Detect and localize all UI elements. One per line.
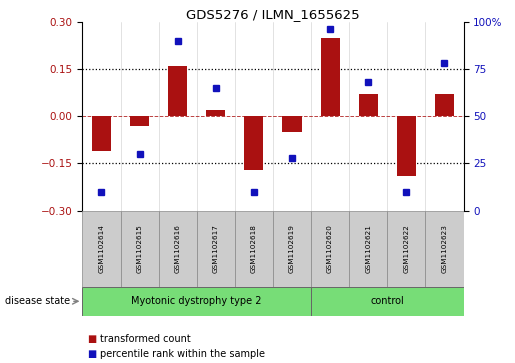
Text: GSM1102621: GSM1102621 bbox=[365, 224, 371, 273]
Bar bbox=[387, 211, 425, 287]
Text: percentile rank within the sample: percentile rank within the sample bbox=[100, 349, 265, 359]
Text: GSM1102618: GSM1102618 bbox=[251, 224, 257, 273]
Text: GSM1102616: GSM1102616 bbox=[175, 224, 181, 273]
Bar bbox=[130, 116, 149, 126]
Bar bbox=[397, 116, 416, 176]
Bar bbox=[245, 116, 263, 170]
Text: GSM1102619: GSM1102619 bbox=[289, 224, 295, 273]
Bar bbox=[273, 211, 311, 287]
Bar bbox=[283, 116, 302, 132]
Text: Myotonic dystrophy type 2: Myotonic dystrophy type 2 bbox=[131, 296, 262, 306]
Title: GDS5276 / ILMN_1655625: GDS5276 / ILMN_1655625 bbox=[186, 8, 360, 21]
Bar bbox=[159, 211, 197, 287]
Text: GSM1102614: GSM1102614 bbox=[98, 224, 105, 273]
Text: ■: ■ bbox=[88, 334, 97, 344]
Text: control: control bbox=[370, 296, 404, 306]
Text: GSM1102620: GSM1102620 bbox=[327, 224, 333, 273]
Bar bbox=[197, 211, 235, 287]
Bar bbox=[207, 110, 226, 116]
Bar bbox=[425, 211, 464, 287]
Bar bbox=[92, 116, 111, 151]
Bar bbox=[235, 211, 273, 287]
Bar bbox=[359, 94, 378, 116]
Text: GSM1102622: GSM1102622 bbox=[403, 224, 409, 273]
Text: transformed count: transformed count bbox=[100, 334, 191, 344]
Bar bbox=[321, 37, 340, 116]
Bar bbox=[168, 66, 187, 116]
Bar bbox=[311, 287, 464, 316]
Bar bbox=[82, 211, 121, 287]
Bar bbox=[349, 211, 387, 287]
Text: GSM1102617: GSM1102617 bbox=[213, 224, 219, 273]
Text: ■: ■ bbox=[88, 349, 97, 359]
Bar bbox=[82, 287, 311, 316]
Bar bbox=[435, 94, 454, 116]
Bar bbox=[121, 211, 159, 287]
Text: GSM1102615: GSM1102615 bbox=[136, 224, 143, 273]
Text: GSM1102623: GSM1102623 bbox=[441, 224, 448, 273]
Text: disease state: disease state bbox=[5, 296, 70, 306]
Bar bbox=[311, 211, 349, 287]
